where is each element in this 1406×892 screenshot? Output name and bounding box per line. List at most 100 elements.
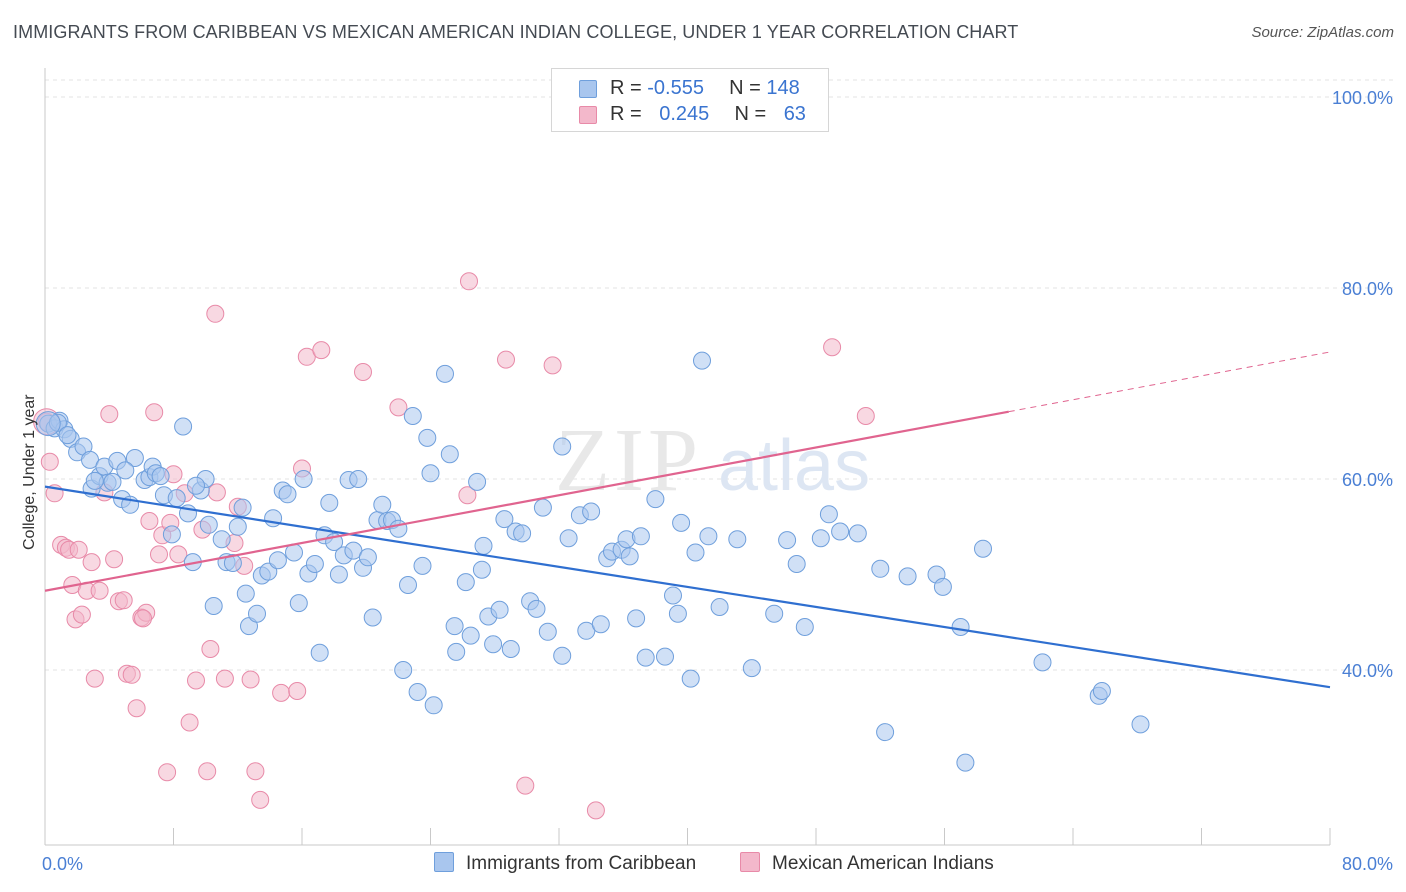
point-immigrants-from-caribbean [627, 609, 646, 628]
point-mexican-american-indians [40, 452, 59, 471]
legend-item-caribbean: Immigrants from Caribbean [434, 852, 696, 876]
point-mexican-american-indians [272, 683, 291, 702]
trend-line-mexican [44, 410, 1009, 592]
point-immigrants-from-caribbean [951, 618, 970, 636]
point-immigrants-from-caribbean [125, 449, 144, 467]
y-tick-label: 40.0% [1342, 661, 1393, 681]
point-immigrants-from-caribbean [956, 753, 975, 772]
point-immigrants-from-caribbean [631, 527, 650, 546]
point-mexican-american-indians [69, 540, 88, 559]
point-mexican-american-indians [105, 550, 124, 569]
point-immigrants-from-caribbean [151, 467, 170, 486]
point-immigrants-from-caribbean [933, 577, 952, 596]
n-value: 148 [766, 77, 800, 99]
point-immigrants-from-caribbean [559, 529, 578, 548]
point-mexican-american-indians [114, 591, 133, 610]
point-mexican-american-indians [100, 405, 119, 424]
r-value: -0.555 [647, 77, 704, 99]
point-immigrants-from-caribbean [681, 669, 700, 688]
point-immigrants-from-caribbean [646, 490, 665, 509]
point-immigrants-from-caribbean [742, 659, 761, 678]
point-immigrants-from-caribbean [871, 559, 890, 578]
point-immigrants-from-caribbean [693, 351, 711, 370]
point-immigrants-from-caribbean [974, 539, 992, 558]
point-immigrants-from-caribbean [686, 543, 705, 562]
point-mexican-american-indians [82, 553, 101, 572]
point-immigrants-from-caribbean [501, 640, 520, 658]
point-immigrants-from-caribbean [418, 428, 437, 447]
r-label: R = [610, 103, 642, 125]
point-immigrants-from-caribbean [495, 510, 514, 529]
trend-lines [44, 351, 1331, 689]
point-immigrants-from-caribbean [85, 471, 104, 490]
point-immigrants-from-caribbean [363, 608, 382, 627]
point-immigrants-from-caribbean [1033, 653, 1052, 672]
point-immigrants-from-caribbean [358, 548, 377, 567]
point-mexican-american-indians [586, 801, 605, 820]
series-immigrants-from-caribbean [35, 351, 1150, 772]
point-immigrants-from-caribbean [408, 683, 427, 701]
point-immigrants-from-caribbean [403, 407, 422, 425]
point-mexican-american-indians [122, 665, 141, 684]
point-immigrants-from-caribbean [413, 556, 432, 575]
point-mexican-american-indians [140, 512, 159, 530]
y-tick-label: 100.0% [1332, 88, 1393, 108]
point-immigrants-from-caribbean [728, 530, 747, 549]
chart-title: IMMIGRANTS FROM CARIBBEAN VS MEXICAN AME… [13, 22, 1019, 42]
point-immigrants-from-caribbean [461, 626, 480, 645]
point-immigrants-from-caribbean [349, 470, 368, 488]
point-mexican-american-indians [241, 670, 260, 689]
point-immigrants-from-caribbean [620, 547, 639, 566]
point-immigrants-from-caribbean [765, 604, 784, 623]
point-mexican-american-indians [72, 605, 91, 624]
point-immigrants-from-caribbean [394, 661, 413, 679]
point-immigrants-from-caribbean [472, 560, 491, 579]
point-mexican-american-indians [145, 403, 164, 422]
point-mexican-american-indians [180, 713, 199, 732]
point-mexican-american-indians [312, 341, 331, 360]
legend-text-mexican: R = 0.245 N = 63 [610, 103, 806, 126]
point-mexican-american-indians [85, 669, 104, 688]
point-immigrants-from-caribbean [268, 551, 287, 570]
point-immigrants-from-caribbean [103, 472, 122, 491]
point-immigrants-from-caribbean-large [35, 411, 61, 437]
point-immigrants-from-caribbean [538, 622, 557, 641]
legend-swatch-blue [579, 80, 597, 98]
r-value: 0.245 [659, 103, 710, 125]
point-immigrants-from-caribbean [116, 461, 135, 480]
y-tick-label: 80.0% [1342, 279, 1393, 299]
grid-lines [45, 79, 1395, 671]
point-immigrants-from-caribbean [212, 530, 231, 549]
point-immigrants-from-caribbean [289, 594, 308, 613]
point-mexican-american-indians [169, 545, 188, 564]
point-immigrants-from-caribbean [474, 536, 493, 555]
point-mexican-american-indians [354, 363, 372, 381]
n-label: N = [734, 103, 767, 125]
point-mexican-american-indians [150, 545, 168, 564]
point-immigrants-from-caribbean [553, 646, 572, 665]
point-mexican-american-indians [856, 407, 875, 425]
x-tick-label: 80.0% [1342, 854, 1393, 874]
watermark: ZIP atlas [555, 411, 870, 510]
point-mexican-american-indians [201, 640, 220, 658]
point-mexican-american-indians [288, 682, 307, 700]
point-immigrants-from-caribbean [310, 643, 329, 662]
point-immigrants-from-caribbean [278, 485, 297, 504]
point-immigrants-from-caribbean [329, 565, 348, 584]
point-immigrants-from-caribbean [672, 513, 691, 532]
point-mexican-american-indians [823, 338, 842, 357]
point-immigrants-from-caribbean [1092, 682, 1111, 700]
legend-row-caribbean: R = -0.555 N = 148 [552, 75, 828, 101]
point-mexican-american-indians [134, 609, 152, 628]
point-mexican-american-indians [246, 762, 265, 781]
point-immigrants-from-caribbean [1131, 715, 1150, 734]
legend-label-caribbean: Immigrants from Caribbean [466, 853, 697, 874]
point-mexican-american-indians [460, 272, 478, 291]
watermark-zip: ZIP [555, 411, 702, 510]
point-immigrants-from-caribbean [236, 584, 255, 603]
point-immigrants-from-caribbean [320, 493, 339, 512]
point-immigrants-from-caribbean [668, 604, 687, 623]
point-mexican-american-indians [543, 356, 562, 375]
x-tick-label: 0.0% [42, 854, 83, 874]
point-immigrants-from-caribbean [527, 599, 546, 618]
